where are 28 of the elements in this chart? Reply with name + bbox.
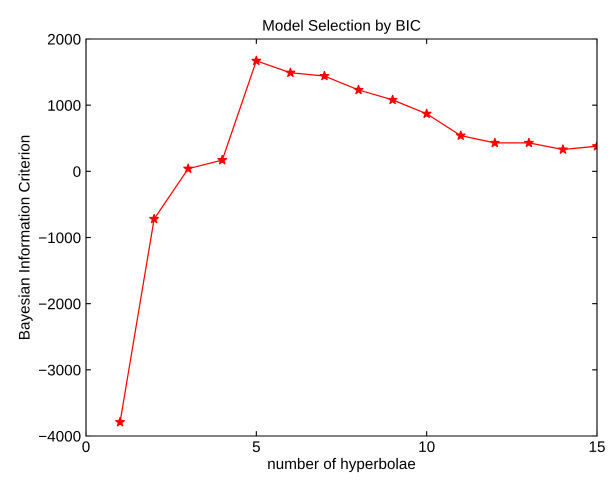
- y-axis-title: Bayesian Information Criterion: [18, 136, 33, 339]
- y-tick-label: 2000: [48, 34, 81, 45]
- point: [524, 137, 534, 148]
- point: [183, 163, 194, 174]
- y-tick-label: 1000: [48, 100, 81, 111]
- point: [353, 84, 364, 94]
- point: [387, 94, 398, 104]
- x-tick-label: 5: [252, 441, 260, 452]
- x-axis-title: number of hyperbolae: [268, 458, 416, 472]
- x-tick-label: 10: [419, 441, 435, 452]
- point: [251, 55, 262, 66]
- y-tick-label: −1000: [38, 232, 81, 244]
- x-tick-label: 0: [82, 441, 90, 452]
- point: [148, 214, 160, 224]
- point: [114, 416, 126, 427]
- y-tick-label: 0: [73, 166, 81, 178]
- point: [490, 137, 500, 148]
- point: [285, 67, 296, 78]
- chart-title: Model Selection by BIC: [263, 20, 420, 34]
- y-tick-label: −4000: [38, 430, 81, 442]
- x-tick-label: 15: [590, 441, 605, 452]
- point: [558, 144, 568, 154]
- point: [421, 108, 432, 118]
- point: [319, 70, 330, 81]
- y-tick-label: −3000: [38, 364, 81, 376]
- point: [217, 154, 228, 165]
- y-tick-label: −2000: [38, 298, 81, 310]
- point: [456, 130, 466, 140]
